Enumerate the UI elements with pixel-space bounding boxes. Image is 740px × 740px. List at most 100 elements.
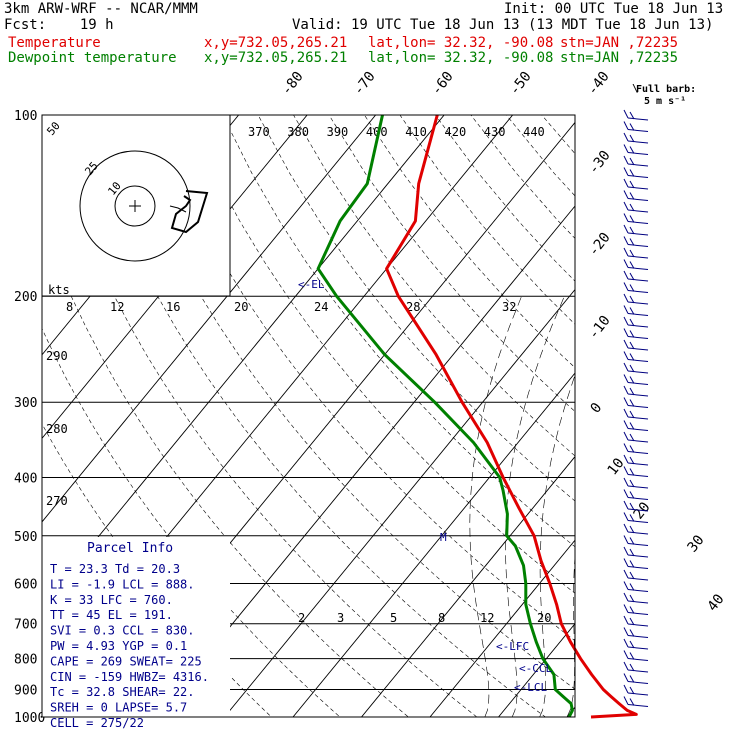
legend-temperature-xy: x,y=732.05,265.21	[204, 35, 348, 51]
wind-barb	[627, 278, 649, 282]
wind-barb	[627, 290, 649, 293]
theta-label: 380	[287, 125, 309, 139]
wind-barb	[627, 600, 649, 604]
wind-barb	[627, 704, 649, 707]
legend-temperature: Temperature	[8, 35, 101, 51]
wind-barb	[627, 462, 649, 466]
dry-adiabat-line	[364, 115, 575, 369]
legend-dewpoint-stn: stn=JAN ,72235	[560, 50, 679, 66]
mixing-ratio-label: 3	[337, 611, 344, 625]
wind-barb-flag	[623, 167, 629, 176]
dry-adiabat-line	[257, 115, 575, 502]
wind-barb-flag	[623, 282, 629, 291]
wind-barb-flag	[623, 615, 629, 625]
wind-barb-flag	[629, 215, 635, 223]
wind-barb-flag	[623, 316, 629, 326]
temperature-tick-label: -30	[586, 148, 614, 178]
theta-label: 370	[248, 125, 270, 139]
isotherm-line	[42, 115, 445, 607]
wind-barb-flag	[629, 318, 635, 327]
temperature-tick-label: -10	[586, 313, 614, 343]
wind-barb	[627, 531, 649, 535]
wind-barb-flag	[623, 466, 629, 475]
isotherm-line	[361, 455, 575, 717]
wind-barb-flag	[629, 146, 635, 154]
wind-barb	[627, 451, 649, 454]
forecast-hour: Fcst: 19 h	[4, 17, 114, 33]
wind-barb-flag	[629, 341, 635, 350]
wind-barb	[627, 681, 649, 684]
moist-adiabat-line	[649, 296, 740, 717]
wind-barb-flag	[629, 180, 635, 189]
wet-bulb-label: 280	[46, 422, 68, 436]
wind-barb-flag	[623, 339, 629, 349]
wind-barb-flag	[629, 387, 635, 396]
barb-legend-tick: \	[632, 82, 639, 95]
init-time: Init: 00 UTC Tue 18 Jun 13	[504, 1, 724, 17]
pressure-label: 800	[14, 653, 37, 668]
wind-barb-flag	[629, 571, 635, 580]
mixing-ratio-label: 2	[298, 611, 305, 625]
wind-barb-flag	[623, 236, 629, 245]
wind-barb	[627, 324, 649, 328]
wind-barb-flag	[623, 155, 629, 165]
wind-barb	[627, 359, 649, 362]
wind-barb-flag	[629, 157, 635, 166]
parcel-info-box	[42, 537, 230, 717]
theta-label: 390	[327, 125, 349, 139]
wind-barb	[627, 589, 649, 592]
wind-barb-flag	[629, 629, 635, 637]
wind-barb	[627, 301, 649, 305]
mixing-ratio-label: 20	[234, 300, 248, 314]
dry-adiabat-line	[115, 115, 575, 690]
wind-barb-flag	[629, 410, 635, 419]
isotherm-line	[704, 115, 740, 717]
wind-barb-flag	[629, 111, 635, 120]
theta-label: 400	[366, 125, 388, 139]
wind-barb-flag	[629, 686, 635, 695]
wind-barb-flag	[629, 491, 635, 499]
wind-barb	[627, 347, 649, 351]
wind-barb-flag	[629, 284, 635, 292]
wind-barb	[627, 485, 649, 489]
parcel-info-row: TT = 45 EL = 191.	[50, 608, 173, 622]
isotherm-line	[636, 115, 740, 717]
mixing-ratio-label: 28	[406, 300, 420, 314]
dry-adiabat-line	[541, 115, 575, 155]
barb-legend-line1: Full barb:	[636, 84, 696, 95]
wind-barb	[627, 543, 649, 546]
dewpoint-profile-line	[316, 114, 574, 718]
wind-barb	[627, 428, 649, 431]
wind-barb-flag	[629, 295, 635, 304]
parcel-info-row: T = 23.3 Td = 20.3	[50, 562, 180, 576]
barb-legend-line2: 5 m s⁻¹	[644, 96, 686, 107]
hodograph-ring	[79, 150, 191, 262]
parcel-info-row: CIN = -159 HWBZ= 4316.	[50, 670, 209, 684]
wind-barb-flag	[629, 249, 635, 258]
wind-barb-flag	[623, 592, 629, 602]
lcl-marker: <-LCL	[514, 681, 547, 694]
moist-adiabat-line	[505, 296, 565, 717]
wind-barb	[627, 416, 649, 420]
wet-bulb-label: 290	[46, 349, 68, 363]
wind-barb-flag	[629, 376, 635, 384]
parcel-info-row: K = 33 LFC = 760.	[50, 593, 173, 607]
wind-barb-flag	[623, 305, 629, 314]
isotherm-line	[429, 539, 575, 717]
dry-adiabat-line	[80, 115, 546, 717]
wind-barb-flag	[623, 328, 629, 337]
wind-barb-flag	[629, 640, 635, 649]
theta-label: 430	[484, 125, 506, 139]
dry-adiabat-line	[506, 115, 575, 197]
pressure-label: 100	[14, 109, 37, 124]
wind-barb-flag	[623, 477, 629, 487]
wind-barb-flag	[629, 192, 635, 200]
wind-barb	[627, 140, 649, 144]
wind-barb-flag	[629, 548, 635, 557]
wind-barb	[627, 244, 649, 247]
parcel-info-row: SREH = 0 LAPSE= 5.7	[50, 701, 187, 715]
pressure-label: 600	[14, 577, 37, 592]
wind-barb-flag	[629, 514, 635, 522]
wind-barb-flag	[629, 560, 635, 568]
wind-barb-flag	[623, 408, 629, 418]
